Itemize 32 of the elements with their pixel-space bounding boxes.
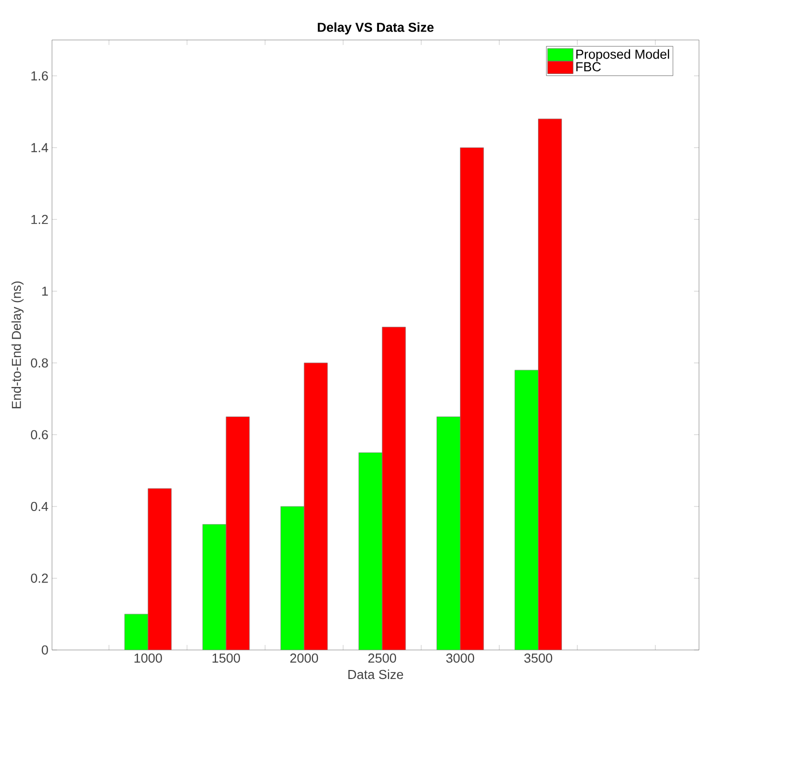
- y-tick-label: 1.6: [31, 71, 48, 80]
- chart-title: Delay VS Data Size: [318, 22, 434, 34]
- bar: [280, 506, 304, 650]
- y-axis-title: End-to-End Delay (ns): [11, 282, 24, 408]
- bar: [460, 147, 484, 650]
- bar: [148, 488, 172, 650]
- bar: [124, 614, 148, 650]
- bar: [304, 362, 328, 650]
- bar: [436, 416, 460, 650]
- bar: [538, 118, 562, 650]
- legend-label: Proposed Model: [576, 49, 670, 62]
- y-tick-label: 0.2: [30, 574, 48, 583]
- y-tick-label: 1: [42, 286, 48, 296]
- x-tick-label: 2500: [368, 654, 396, 663]
- bar: [382, 326, 406, 650]
- x-tick-label: 1000: [134, 654, 162, 663]
- x-tick-label: 3500: [524, 654, 552, 663]
- y-tick-label: 0: [42, 645, 48, 655]
- x-axis-title: Data Size: [348, 670, 404, 680]
- y-tick-label: 1.2: [31, 214, 48, 224]
- x-tick-label: 1500: [212, 654, 240, 663]
- x-tick-label: 2000: [290, 654, 318, 663]
- y-tick-label: 0.8: [30, 358, 48, 368]
- y-tick-label: 1.4: [31, 143, 48, 152]
- y-tick-label: 0.6: [30, 430, 48, 440]
- bar: [358, 452, 382, 650]
- legend-label: FBC: [576, 62, 601, 72]
- bar: [226, 416, 250, 650]
- x-tick-label: 3000: [446, 654, 474, 663]
- bar: [202, 524, 226, 650]
- bar: [514, 370, 538, 650]
- y-tick-label: 0.4: [30, 502, 48, 512]
